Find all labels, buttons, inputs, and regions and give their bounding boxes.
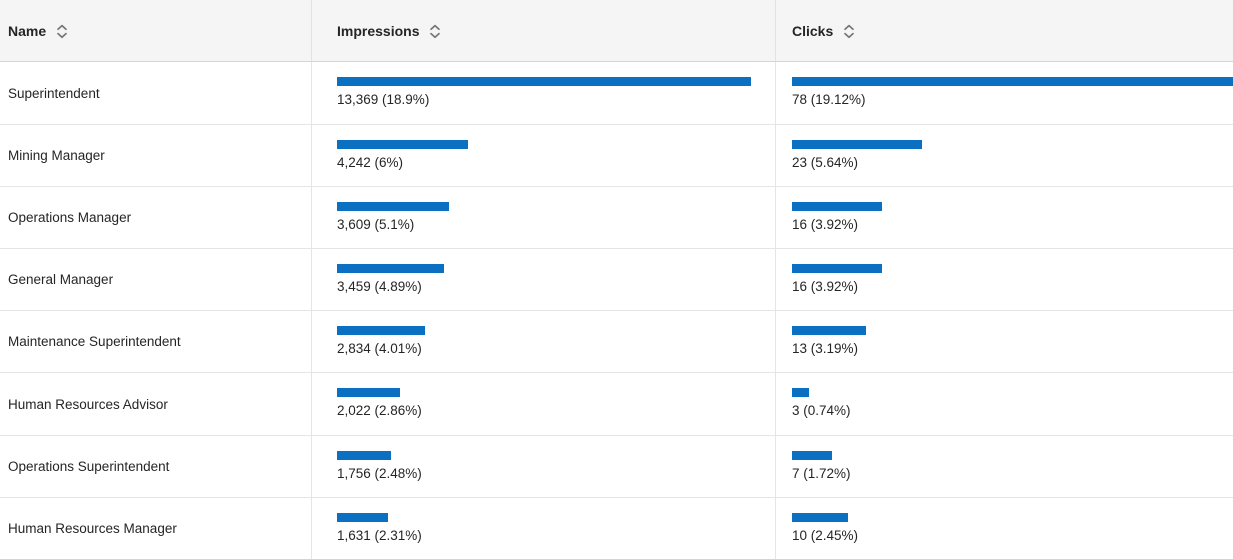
impressions-value: 3,609 (5.1%) [337, 217, 415, 233]
row-name: Human Resources Manager [8, 520, 177, 536]
clicks-value: 78 (19.12%) [792, 92, 866, 108]
impressions-value: 3,459 (4.89%) [337, 279, 422, 295]
row-name: General Manager [8, 272, 114, 288]
row-name: Operations Manager [8, 210, 132, 226]
impressions-cell: 3,609 (5.1%) [311, 187, 775, 249]
impressions-bar [337, 140, 469, 150]
impressions-bar [337, 512, 388, 522]
clicks-value: 7 (1.72%) [792, 465, 851, 481]
clicks-value: 10 (2.45%) [792, 527, 859, 543]
table-body: Superintendent 13,369 (18.9%) 78 (19.12%… [0, 62, 1233, 559]
table-row: Human Resources Manager 1,631 (2.31%) 10… [0, 496, 1233, 559]
clicks-bar [792, 388, 809, 398]
clicks-cell: 13 (3.19%) [775, 311, 1233, 373]
name-cell: Human Resources Manager [0, 498, 311, 559]
name-cell: Operations Manager [0, 187, 311, 248]
impressions-cell: 1,631 (2.31%) [311, 497, 775, 559]
impressions-bar [337, 326, 425, 336]
table-row: Mining Manager 4,242 (6%) 23 (5.64%) [0, 124, 1233, 187]
impressions-cell: 13,369 (18.9%) [311, 62, 775, 125]
impressions-cell: 1,756 (2.48%) [311, 435, 775, 497]
impressions-value: 2,834 (4.01%) [337, 341, 422, 357]
sort-icon[interactable] [429, 23, 441, 40]
impressions-bar [337, 202, 449, 212]
clicks-bar [792, 326, 866, 336]
row-name: Superintendent [8, 85, 100, 101]
clicks-value: 16 (3.92%) [792, 279, 859, 295]
clicks-value: 3 (0.74%) [792, 403, 851, 419]
clicks-bar [792, 512, 849, 522]
name-cell: Mining Manager [0, 125, 311, 186]
impressions-value: 4,242 (6%) [337, 155, 404, 171]
column-header-clicks-label: Clicks [792, 22, 834, 39]
row-name: Human Resources Advisor [8, 396, 168, 412]
clicks-value: 23 (5.64%) [792, 155, 859, 171]
name-cell: Human Resources Advisor [0, 373, 311, 434]
clicks-cell: 78 (19.12%) [775, 62, 1233, 125]
impressions-value: 13,369 (18.9%) [337, 92, 430, 108]
table-row: Operations Superintendent 1,756 (2.48%) … [0, 434, 1233, 497]
clicks-cell: 7 (1.72%) [775, 435, 1233, 497]
column-header-impressions[interactable]: Impressions [311, 0, 775, 61]
clicks-cell: 10 (2.45%) [775, 497, 1233, 559]
table-header-row: Name Impressions Clicks [0, 0, 1233, 62]
clicks-cell: 16 (3.92%) [775, 249, 1233, 311]
name-cell: General Manager [0, 249, 311, 310]
row-name: Maintenance Superintendent [8, 334, 181, 350]
impressions-bar [337, 264, 445, 274]
impressions-cell: 2,022 (2.86%) [311, 373, 775, 435]
clicks-value: 16 (3.92%) [792, 217, 859, 233]
name-cell: Maintenance Superintendent [0, 311, 311, 372]
impressions-bar [337, 77, 751, 87]
name-cell: Superintendent [0, 62, 311, 124]
sort-icon[interactable] [56, 23, 68, 40]
clicks-cell: 3 (0.74%) [775, 373, 1233, 435]
impressions-value: 1,756 (2.48%) [337, 465, 422, 481]
column-header-clicks[interactable]: Clicks [775, 0, 1233, 61]
clicks-bar [792, 450, 832, 460]
table-row: Maintenance Superintendent 2,834 (4.01%)… [0, 310, 1233, 373]
impressions-value: 1,631 (2.31%) [337, 527, 422, 543]
table-row: General Manager 3,459 (4.89%) 16 (3.92%) [0, 248, 1233, 311]
table-row: Human Resources Advisor 2,022 (2.86%) 3 … [0, 372, 1233, 435]
name-cell: Operations Superintendent [0, 436, 311, 497]
row-name: Mining Manager [8, 148, 105, 164]
clicks-bar [792, 140, 923, 150]
clicks-cell: 16 (3.92%) [775, 187, 1233, 249]
column-header-name[interactable]: Name [0, 0, 311, 61]
clicks-value: 13 (3.19%) [792, 341, 859, 357]
row-name: Operations Superintendent [8, 458, 170, 474]
impressions-bar [337, 450, 392, 460]
column-header-name-label: Name [8, 22, 47, 39]
column-header-impressions-label: Impressions [337, 22, 420, 39]
impressions-cell: 2,834 (4.01%) [311, 311, 775, 373]
sort-icon[interactable] [843, 23, 855, 40]
impressions-cell: 4,242 (6%) [311, 125, 775, 187]
impressions-bar [337, 388, 400, 398]
table-row: Operations Manager 3,609 (5.1%) 16 (3.92… [0, 186, 1233, 249]
impressions-cell: 3,459 (4.89%) [311, 249, 775, 311]
impressions-value: 2,022 (2.86%) [337, 403, 422, 419]
clicks-bar [792, 202, 883, 212]
clicks-bar [792, 264, 883, 274]
clicks-cell: 23 (5.64%) [775, 125, 1233, 187]
table-row: Superintendent 13,369 (18.9%) 78 (19.12%… [0, 62, 1233, 125]
clicks-bar [792, 77, 1233, 87]
